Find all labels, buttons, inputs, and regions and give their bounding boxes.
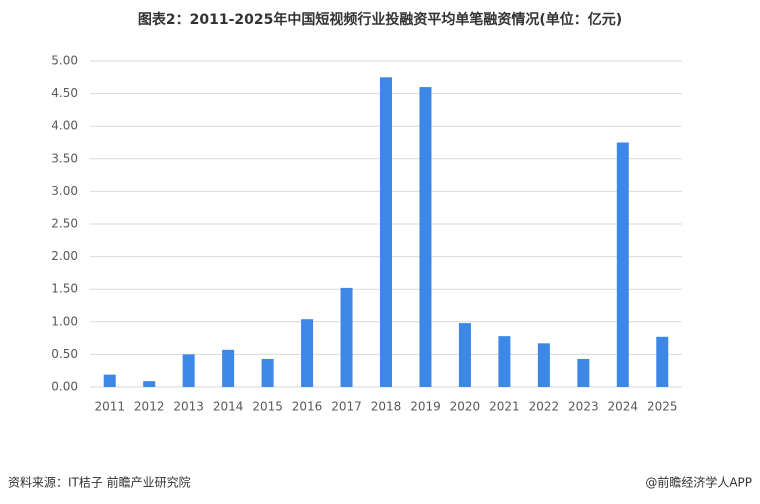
- x-tick-label: 2017: [331, 400, 362, 414]
- y-tick-label: 5.00: [51, 54, 78, 68]
- x-tick-label: 2022: [529, 400, 560, 414]
- y-tick-label: 1.50: [51, 282, 78, 296]
- chart-title: 图表2：2011-2025年中国短视频行业投融资平均单笔融资情况(单位：亿元): [138, 11, 622, 28]
- source-note: 资料来源：IT桔子 前瞻产业研究院: [8, 475, 191, 490]
- bar: [458, 323, 471, 387]
- x-tick-label: 2023: [568, 400, 599, 414]
- y-tick-label: 0.50: [51, 347, 78, 361]
- y-tick-label: 3.00: [51, 184, 78, 198]
- bar: [419, 87, 432, 387]
- y-tick-label: 4.50: [51, 86, 78, 100]
- bar: [182, 354, 195, 387]
- x-tick-label: 2016: [292, 400, 323, 414]
- bar: [380, 77, 392, 388]
- bar: [222, 349, 235, 387]
- y-tick-label: 1.00: [51, 314, 78, 328]
- bar: [577, 358, 590, 387]
- bar: [103, 374, 116, 387]
- bar: [498, 336, 511, 387]
- x-tick-label: 2020: [450, 400, 481, 414]
- bar: [656, 336, 669, 387]
- x-tick-label: 2018: [371, 400, 402, 414]
- y-tick-label: 3.50: [51, 151, 78, 165]
- x-tick-label: 2012: [134, 400, 165, 414]
- x-tick-label: 2025: [647, 400, 678, 414]
- bar: [537, 343, 550, 387]
- bar: [261, 358, 274, 387]
- bar: [616, 142, 629, 387]
- bar: [301, 319, 314, 387]
- bar: [143, 381, 156, 387]
- x-tick-label: 2013: [173, 400, 204, 414]
- y-tick-label: 2.50: [51, 217, 78, 231]
- credit: @前瞻经济学人APP: [645, 475, 752, 490]
- y-tick-label: 2.00: [51, 249, 78, 263]
- bar: [340, 287, 353, 387]
- y-tick-label: 4.00: [51, 119, 78, 133]
- x-tick-label: 2019: [410, 400, 441, 414]
- x-tick-label: 2014: [213, 400, 244, 414]
- x-tick-label: 2015: [252, 400, 283, 414]
- x-tick-label: 2024: [608, 400, 639, 414]
- x-tick-label: 2021: [489, 400, 520, 414]
- y-tick-label: 0.00: [51, 380, 78, 394]
- x-tick-label: 2011: [94, 400, 125, 414]
